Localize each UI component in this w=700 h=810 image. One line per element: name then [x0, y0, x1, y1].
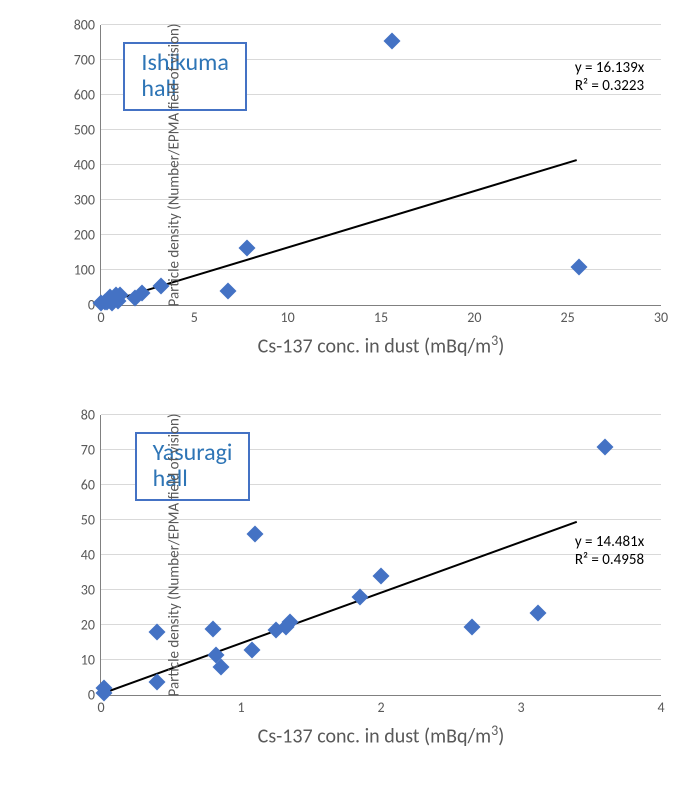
ytick-label: 800 — [74, 17, 101, 34]
gridline — [101, 414, 661, 415]
x-axis-label: Cs-137 conc. in dust (mBq/m3) — [258, 722, 505, 749]
ytick-label: 70 — [81, 442, 101, 459]
x-axis-label: Cs-137 conc. in dust (mBq/m3) — [258, 332, 505, 359]
xtick-label: 10 — [281, 305, 295, 326]
gridline — [101, 659, 661, 660]
xtick-label: 15 — [374, 305, 388, 326]
ytick-label: 10 — [81, 652, 101, 669]
equation-label: y = 16.139xR² = 0.3223 — [575, 59, 644, 97]
plot-area: 0102030405060708001234Yasuragihally = 14… — [100, 415, 661, 696]
chart-bottom: 0102030405060708001234Yasuragihally = 14… — [30, 405, 670, 765]
xtick-label: 20 — [467, 305, 481, 326]
xtick-label: 4 — [657, 695, 664, 716]
gridline — [101, 624, 661, 625]
ytick-label: 20 — [81, 617, 101, 634]
data-point — [464, 618, 481, 635]
xtick-label: 2 — [377, 695, 384, 716]
xtick-label: 1 — [237, 695, 244, 716]
xtick-label: 3 — [517, 695, 524, 716]
data-point — [205, 620, 222, 637]
ytick-label: 40 — [81, 547, 101, 564]
ytick-label: 300 — [74, 192, 101, 209]
xtick-label: 25 — [561, 305, 575, 326]
ytick-label: 500 — [74, 122, 101, 139]
ytick-label: 100 — [74, 262, 101, 279]
data-point — [373, 568, 390, 585]
y-axis-label: Particle density (Number/EPMA field of v… — [165, 24, 183, 307]
data-point — [570, 258, 587, 275]
ytick-label: 600 — [74, 87, 101, 104]
data-point — [149, 624, 166, 641]
data-point — [247, 526, 264, 543]
xtick-label: 5 — [191, 305, 198, 326]
plot-area: 0100200300400500600700800051015202530Ish… — [100, 25, 661, 306]
equation-label: y = 14.481xR² = 0.4958 — [575, 533, 644, 571]
gridline — [101, 519, 661, 520]
gridline — [101, 129, 661, 130]
ytick-label: 700 — [74, 52, 101, 69]
gridline — [101, 234, 661, 235]
ytick-label: 50 — [81, 512, 101, 529]
ytick-label: 80 — [81, 407, 101, 424]
data-point — [384, 32, 401, 49]
data-point — [238, 240, 255, 257]
data-point — [244, 641, 261, 658]
chart-title-box: Ishikumahall — [123, 42, 246, 111]
ytick-label: 30 — [81, 582, 101, 599]
gridline — [101, 164, 661, 165]
gridline — [101, 24, 661, 25]
gridline — [101, 589, 661, 590]
ytick-label: 200 — [74, 227, 101, 244]
data-point — [597, 438, 614, 455]
chart-title-box: Yasuragihall — [135, 432, 251, 501]
xtick-label: 30 — [654, 305, 668, 326]
gridline — [101, 199, 661, 200]
y-axis-label: Particle density (Number/EPMA field of v… — [165, 414, 183, 697]
data-point — [219, 283, 236, 300]
chart-top: 0100200300400500600700800051015202530Ish… — [30, 15, 670, 375]
ytick-label: 400 — [74, 157, 101, 174]
data-point — [529, 604, 546, 621]
ytick-label: 60 — [81, 477, 101, 494]
